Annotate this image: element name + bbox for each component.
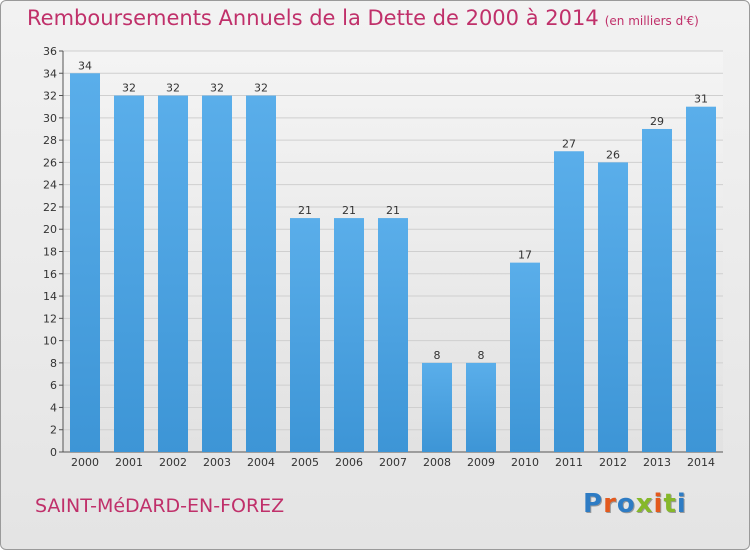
bar-value-label: 32 <box>166 82 180 95</box>
bar-value-label: 34 <box>78 59 92 72</box>
x-tick-label: 2014 <box>687 456 715 469</box>
x-tick-label: 2007 <box>379 456 407 469</box>
x-tick-label: 2009 <box>467 456 495 469</box>
bar <box>422 362 452 452</box>
y-tick-label: 20 <box>43 223 57 236</box>
x-tick-label: 2013 <box>643 456 671 469</box>
logo-letter: i <box>676 489 687 519</box>
bar <box>686 106 716 452</box>
chart-unit-text: (en milliers d'€) <box>604 14 699 28</box>
x-tick-label: 2005 <box>291 456 319 469</box>
bar-value-label: 29 <box>650 115 664 128</box>
logo-letter: t <box>663 489 677 519</box>
bar-value-label: 8 <box>434 349 441 362</box>
bar <box>334 218 364 452</box>
bar <box>290 218 320 452</box>
bar <box>70 73 100 453</box>
x-tick-label: 2012 <box>599 456 627 469</box>
bar <box>466 362 496 452</box>
y-tick-label: 30 <box>43 112 57 125</box>
bar <box>510 262 540 452</box>
y-tick-label: 14 <box>43 290 57 303</box>
bar-value-label: 31 <box>694 93 708 106</box>
y-tick-label: 0 <box>50 446 57 459</box>
x-tick-label: 2000 <box>71 456 99 469</box>
y-tick-label: 26 <box>43 156 57 169</box>
y-tick-label: 36 <box>43 45 57 58</box>
x-tick-label: 2004 <box>247 456 275 469</box>
x-tick-label: 2008 <box>423 456 451 469</box>
bar <box>114 95 144 453</box>
chart-title: Remboursements Annuels de la Dette de 20… <box>27 6 699 30</box>
x-tick-label: 2003 <box>203 456 231 469</box>
bar-value-label: 32 <box>122 82 136 95</box>
y-tick-label: 22 <box>43 201 57 214</box>
bar <box>202 95 232 453</box>
bar <box>642 128 672 452</box>
logo-letter: o <box>616 489 636 519</box>
y-tick-label: 10 <box>43 335 57 348</box>
bar-value-label: 32 <box>210 82 224 95</box>
bar-value-label: 21 <box>298 204 312 217</box>
y-tick-label: 18 <box>43 246 57 259</box>
bar <box>378 218 408 452</box>
logo-letter: r <box>603 489 617 519</box>
bar-value-label: 32 <box>254 82 268 95</box>
x-tick-label: 2001 <box>115 456 143 469</box>
proxiti-logo: Proxiti <box>583 489 687 519</box>
logo-letter: P <box>583 489 604 519</box>
commune-name: SAINT-MéDARD-EN-FOREZ <box>35 495 285 517</box>
bar-value-label: 8 <box>478 349 485 362</box>
bar-value-label: 21 <box>386 204 400 217</box>
chart-title-text: Remboursements Annuels de la Dette de 20… <box>27 6 599 30</box>
x-tick-label: 2006 <box>335 456 363 469</box>
logo-letter: i <box>653 489 664 519</box>
y-tick-label: 28 <box>43 134 57 147</box>
y-tick-label: 2 <box>50 424 57 437</box>
x-tick-label: 2011 <box>555 456 583 469</box>
bar-value-label: 26 <box>606 148 620 161</box>
y-tick-label: 4 <box>50 401 57 414</box>
x-tick-label: 2002 <box>159 456 187 469</box>
bar <box>554 151 584 452</box>
y-tick-label: 34 <box>43 67 57 80</box>
bar <box>246 95 276 453</box>
y-tick-label: 16 <box>43 268 57 281</box>
y-tick-label: 32 <box>43 90 57 103</box>
y-tick-label: 6 <box>50 379 57 392</box>
x-tick-label: 2010 <box>511 456 539 469</box>
bar <box>158 95 188 453</box>
y-tick-label: 12 <box>43 312 57 325</box>
logo-letter: x <box>635 489 654 519</box>
y-tick-label: 24 <box>43 179 57 192</box>
bar <box>598 162 628 452</box>
bar-value-label: 17 <box>518 249 532 262</box>
bar-value-label: 27 <box>562 137 576 150</box>
y-tick-label: 8 <box>50 357 57 370</box>
bar-value-label: 21 <box>342 204 356 217</box>
